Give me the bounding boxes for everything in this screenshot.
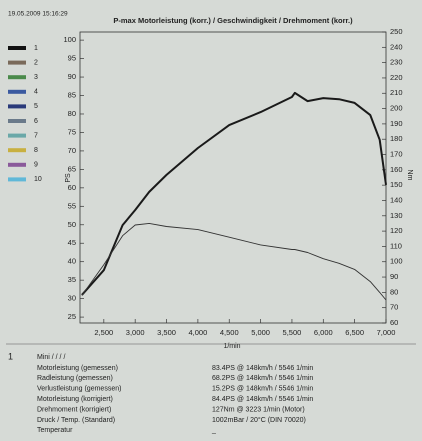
legend-label: 6 xyxy=(34,118,38,125)
y-tick-label: 50 xyxy=(68,220,76,229)
result-label: Druck / Temp. (Standard) xyxy=(37,417,115,424)
legend-label: 2 xyxy=(34,59,38,66)
timestamp: 19.05.2009 15:16:29 xyxy=(8,11,68,18)
y2-tick-label: 220 xyxy=(390,73,403,82)
legend-label: 10 xyxy=(34,176,42,183)
y-tick-label: 95 xyxy=(68,54,76,63)
result-label: Verlustleistung (gemessen) xyxy=(37,386,121,393)
result-label: Radleistung (gemessen) xyxy=(37,375,113,382)
y2-tick-label: 160 xyxy=(390,165,403,174)
legend-swatch xyxy=(8,177,26,182)
y-tick-label: 25 xyxy=(68,312,76,321)
legend-label: 8 xyxy=(34,147,38,154)
x-axis-label: 1/min xyxy=(223,343,240,350)
y2-tick-label: 100 xyxy=(390,257,403,266)
y-tick-label: 70 xyxy=(68,146,76,155)
y-tick-label: 80 xyxy=(68,109,76,118)
y2-tick-label: 190 xyxy=(390,119,403,128)
y2-tick-label: 200 xyxy=(390,104,403,113)
y2-tick-label: 210 xyxy=(390,88,403,97)
result-label: Temperatur xyxy=(37,427,73,434)
result-label: Motorleistung (gemessen) xyxy=(37,365,118,372)
y2-tick-label: 110 xyxy=(390,241,402,250)
legend-swatch xyxy=(8,133,26,138)
y2-axis-label: Nm xyxy=(406,170,413,181)
legend-label: 1 xyxy=(34,45,38,52)
x-tick-label: 5,500 xyxy=(283,328,302,337)
result-value: 83.4PS @ 148km/h / 5546 1/min xyxy=(212,365,313,372)
legend-label: 7 xyxy=(34,132,38,139)
series-line xyxy=(81,91,387,296)
x-tick-label: 2,500 xyxy=(94,328,113,337)
legend-label: 5 xyxy=(34,103,38,110)
y-tick-label: 60 xyxy=(68,183,76,192)
y2-tick-label: 250 xyxy=(390,27,403,36)
y2-tick-label: 180 xyxy=(390,134,403,143)
result-value: 127Nm @ 3223 1/min (Motor) xyxy=(212,406,305,413)
legend-swatch xyxy=(8,60,26,65)
legend-swatch xyxy=(8,119,26,123)
x-tick-label: 3,500 xyxy=(157,328,176,337)
result-value: 1002mBar / 20°C (DIN 70020) xyxy=(212,416,306,424)
result-value: 15.2PS @ 148km/h / 5546 1/min xyxy=(212,386,313,393)
x-tick-label: 6,500 xyxy=(345,328,364,337)
plot-frame xyxy=(79,31,387,324)
chart-title: P-max Motorleistung (korr.) / Geschwindi… xyxy=(113,16,353,25)
result-value: 68.2PS @ 148km/h / 5546 1/min xyxy=(212,375,313,382)
y2-tick-label: 120 xyxy=(390,226,403,235)
y-tick-label: 55 xyxy=(68,201,76,210)
result-value: _ xyxy=(211,427,216,434)
result-label: Motorleistung (korrigiert) xyxy=(37,396,113,403)
y2-tick-label: 90 xyxy=(390,272,398,281)
y-tick-label: 40 xyxy=(68,257,76,266)
legend-swatch xyxy=(8,162,26,167)
y-tick-label: 90 xyxy=(68,72,76,81)
y-tick-label: 75 xyxy=(68,127,76,136)
x-tick-label: 7,000 xyxy=(377,328,396,337)
legend-label: 9 xyxy=(34,162,38,169)
x-tick-label: 6,000 xyxy=(314,328,333,337)
vehicle: Mini / / / / xyxy=(37,354,65,361)
y2-tick-label: 70 xyxy=(390,303,398,312)
y-tick-label: 100 xyxy=(63,35,76,44)
y-tick-label: 45 xyxy=(68,238,76,247)
legend-swatch xyxy=(8,148,26,153)
y2-tick-label: 170 xyxy=(390,150,403,159)
legend-swatch xyxy=(8,75,26,80)
y2-tick-label: 60 xyxy=(390,318,398,327)
legend-swatch xyxy=(8,46,26,50)
y-axis-label: PS xyxy=(65,173,72,183)
x-tick-label: 4,000 xyxy=(188,328,207,337)
y2-tick-label: 150 xyxy=(390,180,403,189)
y-tick-label: 85 xyxy=(68,91,76,100)
result-value: 84.4PS @ 148km/h / 5546 1/min xyxy=(212,396,313,403)
legend-label: 4 xyxy=(34,89,38,96)
y2-tick-label: 140 xyxy=(390,195,403,204)
y2-tick-label: 130 xyxy=(390,211,403,220)
y-tick-label: 65 xyxy=(68,164,76,173)
result-label: Drehmoment (korrigiert) xyxy=(37,406,111,413)
y-tick-label: 30 xyxy=(68,294,76,303)
result-number: 1 xyxy=(8,351,13,361)
legend-swatch xyxy=(8,89,26,94)
x-tick-label: 5,000 xyxy=(251,328,270,337)
series-line xyxy=(81,222,387,301)
y2-tick-label: 80 xyxy=(390,287,398,296)
y2-tick-label: 240 xyxy=(390,42,403,51)
x-tick-label: 3,000 xyxy=(126,328,145,337)
x-tick-label: 4,500 xyxy=(220,328,239,337)
legend-swatch xyxy=(8,104,26,109)
y2-tick-label: 230 xyxy=(390,58,403,67)
y-tick-label: 35 xyxy=(68,275,76,284)
legend-label: 3 xyxy=(34,74,38,81)
